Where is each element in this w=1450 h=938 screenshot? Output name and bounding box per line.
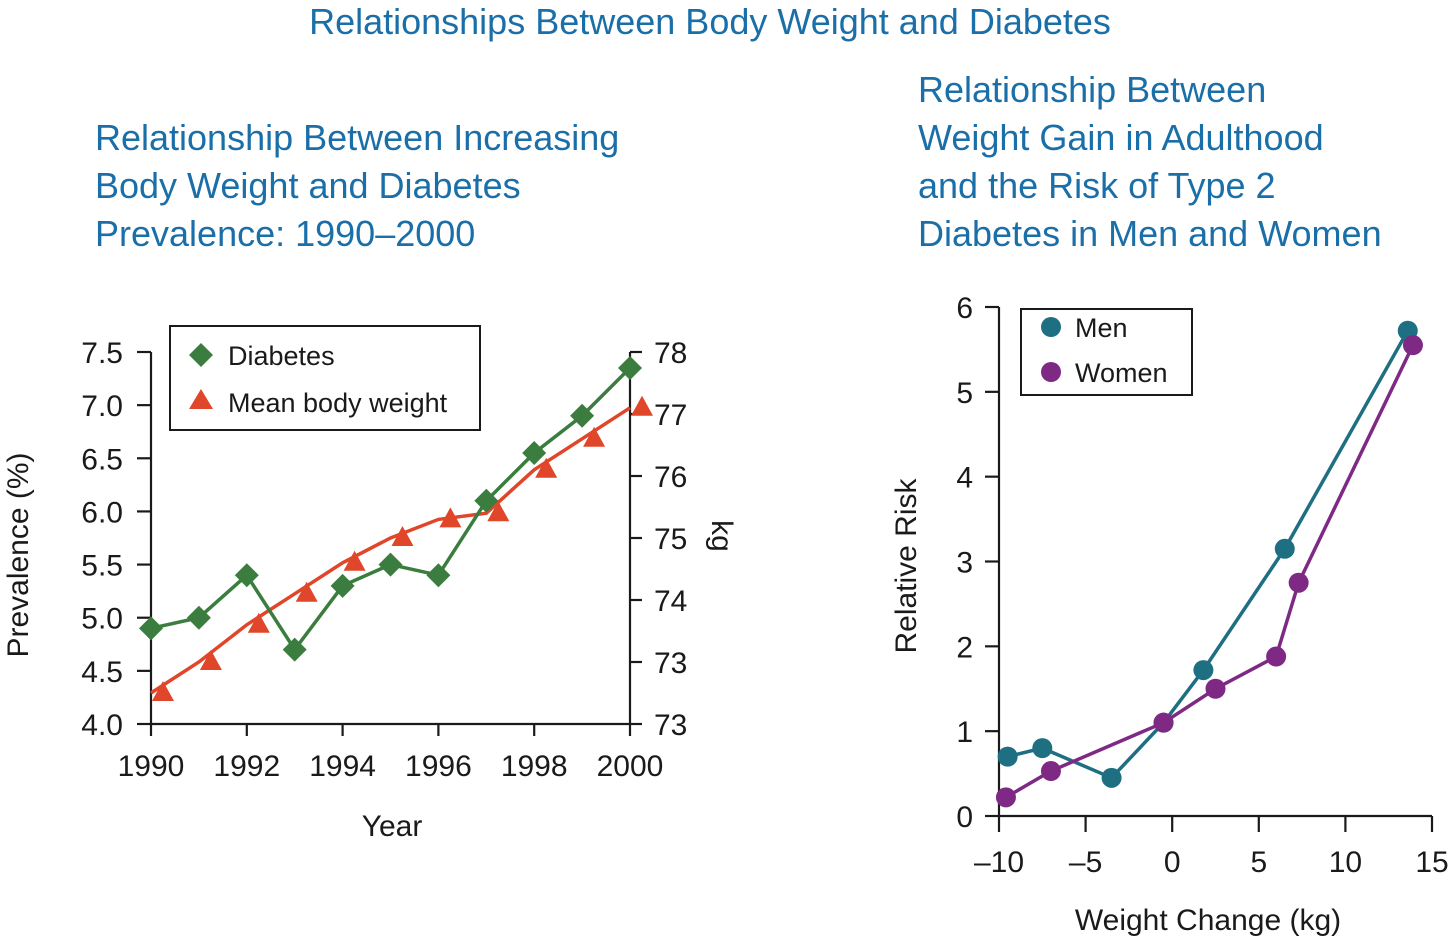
diabetes-point xyxy=(570,403,595,428)
diabetes-point xyxy=(186,605,211,630)
x-tick-label: –10 xyxy=(974,846,1024,879)
x-tick-label: 2000 xyxy=(597,750,664,783)
legend-diabetes-marker xyxy=(189,343,213,367)
chart-title-line: Prevalence: 1990–2000 xyxy=(95,213,475,254)
y-tick-label: 7.5 xyxy=(81,337,123,370)
men-point xyxy=(1274,538,1295,559)
y-axis-label: Relative Risk xyxy=(890,477,923,653)
chart-title-line: and the Risk of Type 2 xyxy=(918,165,1276,206)
x-axis-label: Weight Change (kg) xyxy=(1075,904,1341,937)
women-point xyxy=(1402,335,1423,356)
y-tick-label: 5.5 xyxy=(81,550,123,583)
y-tick-label: 4.5 xyxy=(81,656,123,689)
diabetes-point xyxy=(330,573,355,598)
weight-point xyxy=(199,650,222,670)
x-axis-label: Year xyxy=(362,810,423,843)
figure-title: Relationships Between Body Weight and Di… xyxy=(309,1,1111,42)
weight-point xyxy=(391,526,414,546)
y-tick-label: 7.0 xyxy=(81,390,123,423)
women-point xyxy=(1040,761,1061,782)
legend-women-marker xyxy=(1041,362,1061,382)
y2-tick-label: 74 xyxy=(654,585,687,618)
x-tick-label: 1994 xyxy=(309,750,376,783)
chart-title-line: Relationship Between Increasing xyxy=(95,117,619,158)
weight-point xyxy=(295,581,318,602)
weight-point xyxy=(631,395,653,416)
weight-series-line xyxy=(150,406,631,695)
y2-tick-label: 77 xyxy=(654,399,687,432)
y-tick-label: 2 xyxy=(956,631,973,664)
women-point xyxy=(1153,712,1174,733)
chart-title-line: Relationship Between xyxy=(918,69,1266,110)
weight-point xyxy=(583,426,606,447)
x-tick-label: –5 xyxy=(1069,846,1102,879)
y2-tick-label: 73 xyxy=(654,647,687,680)
legend-men-marker xyxy=(1041,317,1061,337)
women-point xyxy=(1288,572,1309,593)
legend-box xyxy=(169,325,481,431)
men-point xyxy=(1032,738,1053,759)
y2-tick-label: 76 xyxy=(654,461,687,494)
y-tick-label: 0 xyxy=(956,801,973,834)
y-tick-label: 5.0 xyxy=(81,603,123,636)
x-tick-label: 1998 xyxy=(501,750,568,783)
weight-point xyxy=(535,457,558,478)
y-tick-label: 6.5 xyxy=(81,443,123,476)
x-tick-label: 5 xyxy=(1250,846,1267,879)
diabetes-point xyxy=(618,355,642,380)
y-tick-label: 6.0 xyxy=(81,496,123,529)
weight-point xyxy=(152,681,174,701)
weight-point xyxy=(487,501,510,522)
x-tick-label: 1996 xyxy=(405,750,472,783)
chart-title-line: Body Weight and Diabetes xyxy=(95,165,521,206)
legend-weight-label: Mean body weight xyxy=(228,388,448,418)
men-point xyxy=(1101,767,1122,788)
diabetes-point xyxy=(426,563,451,588)
x-tick-label: 10 xyxy=(1329,846,1362,879)
diabetes-point xyxy=(522,440,547,465)
diabetes-point xyxy=(474,488,499,513)
legend-weight-marker xyxy=(189,389,213,409)
y-tick-label: 5 xyxy=(956,377,973,410)
x-tick-label: 0 xyxy=(1164,846,1181,879)
y-axis-label: Prevalence (%) xyxy=(2,452,35,657)
diabetes-point xyxy=(282,637,307,662)
men-point xyxy=(997,746,1018,767)
y2-tick-label: 78 xyxy=(654,337,687,370)
y2-tick-label: 75 xyxy=(654,523,687,556)
women-point xyxy=(1205,678,1226,699)
y-tick-label: 1 xyxy=(956,716,973,749)
legend-women-label: Women xyxy=(1075,358,1168,388)
diabetes-point xyxy=(378,552,403,577)
chart-relative-risk: Relationship Between Weight Gain in Adult… xyxy=(890,69,1449,937)
weight-point xyxy=(247,612,270,633)
diabetes-point xyxy=(139,616,163,641)
women-series-line xyxy=(1005,344,1415,799)
weight-point xyxy=(343,550,366,571)
y2-axis-label: kg xyxy=(705,520,738,552)
chart-prevalence: Relationship Between Increasing Body Weig… xyxy=(2,117,738,843)
men-point xyxy=(1193,660,1214,681)
chart-title-line: Weight Gain in Adulthood xyxy=(918,117,1324,158)
chart-title-line: Diabetes in Men and Women xyxy=(918,213,1382,254)
x-tick-label: 1990 xyxy=(118,750,185,783)
y-tick-label: 6 xyxy=(956,292,973,325)
y2-tick-label: 73 xyxy=(654,709,687,742)
y-tick-label: 3 xyxy=(956,547,973,580)
legend-diabetes-label: Diabetes xyxy=(228,341,335,371)
men-series-line xyxy=(1007,329,1410,780)
diabetes-point xyxy=(234,563,259,588)
x-tick-label: 1992 xyxy=(213,750,280,783)
y-tick-label: 4 xyxy=(956,462,973,495)
y-tick-label: 4.0 xyxy=(81,709,123,742)
x-tick-label: 15 xyxy=(1415,846,1448,879)
legend-men-label: Men xyxy=(1075,313,1128,343)
women-point xyxy=(995,787,1016,808)
women-point xyxy=(1266,646,1287,667)
weight-point xyxy=(439,507,462,528)
